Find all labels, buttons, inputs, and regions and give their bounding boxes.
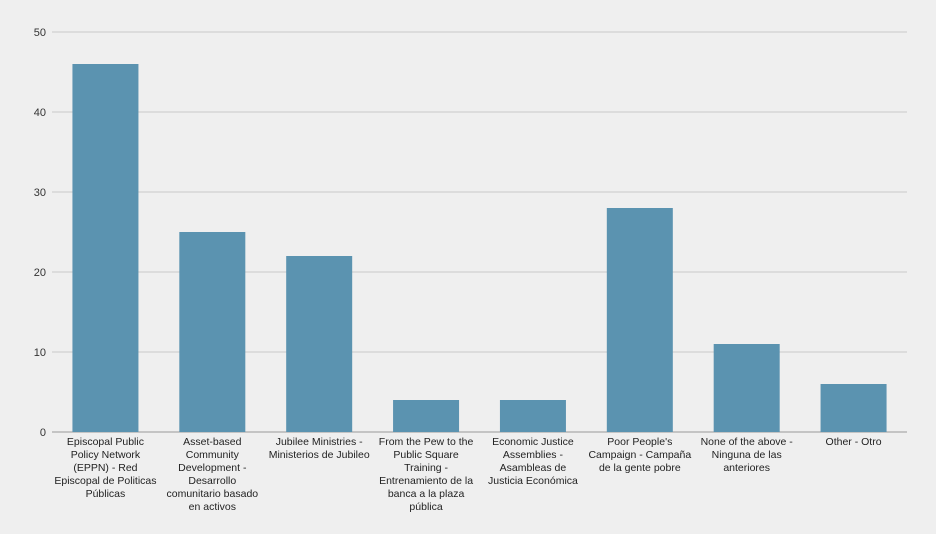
x-tick-label: From the Pew to the Public Square Traini… [378, 436, 474, 513]
bar [179, 232, 246, 432]
x-tick-label: Other - Otro [825, 436, 882, 448]
bar [499, 400, 566, 432]
bar [606, 208, 673, 432]
y-tick-label: 30 [34, 187, 46, 199]
x-tick-label: Poor People's Campaign - Campaña de la g… [588, 436, 692, 474]
y-tick-label: 40 [34, 107, 46, 119]
x-tick-label: None of the above - Ninguna de las anter… [700, 436, 793, 474]
x-tick-label: Episcopal Public Policy Network (EPPN) -… [54, 436, 157, 500]
x-tick-label: Jubilee Ministries - Ministerios de Jubi… [268, 436, 370, 461]
bar [393, 400, 460, 432]
x-tick-label: Economic Justice Assemblies - Asambleas … [488, 436, 578, 487]
bar [286, 256, 353, 432]
bar [820, 384, 887, 432]
x-tick-label: Asset-based Community Development - Desa… [166, 436, 259, 513]
y-tick-label: 10 [34, 347, 46, 359]
bar [713, 344, 780, 432]
bar [72, 64, 139, 432]
y-tick-label: 0 [40, 427, 46, 439]
y-tick-label: 50 [34, 27, 46, 39]
y-tick-label: 20 [34, 267, 46, 279]
